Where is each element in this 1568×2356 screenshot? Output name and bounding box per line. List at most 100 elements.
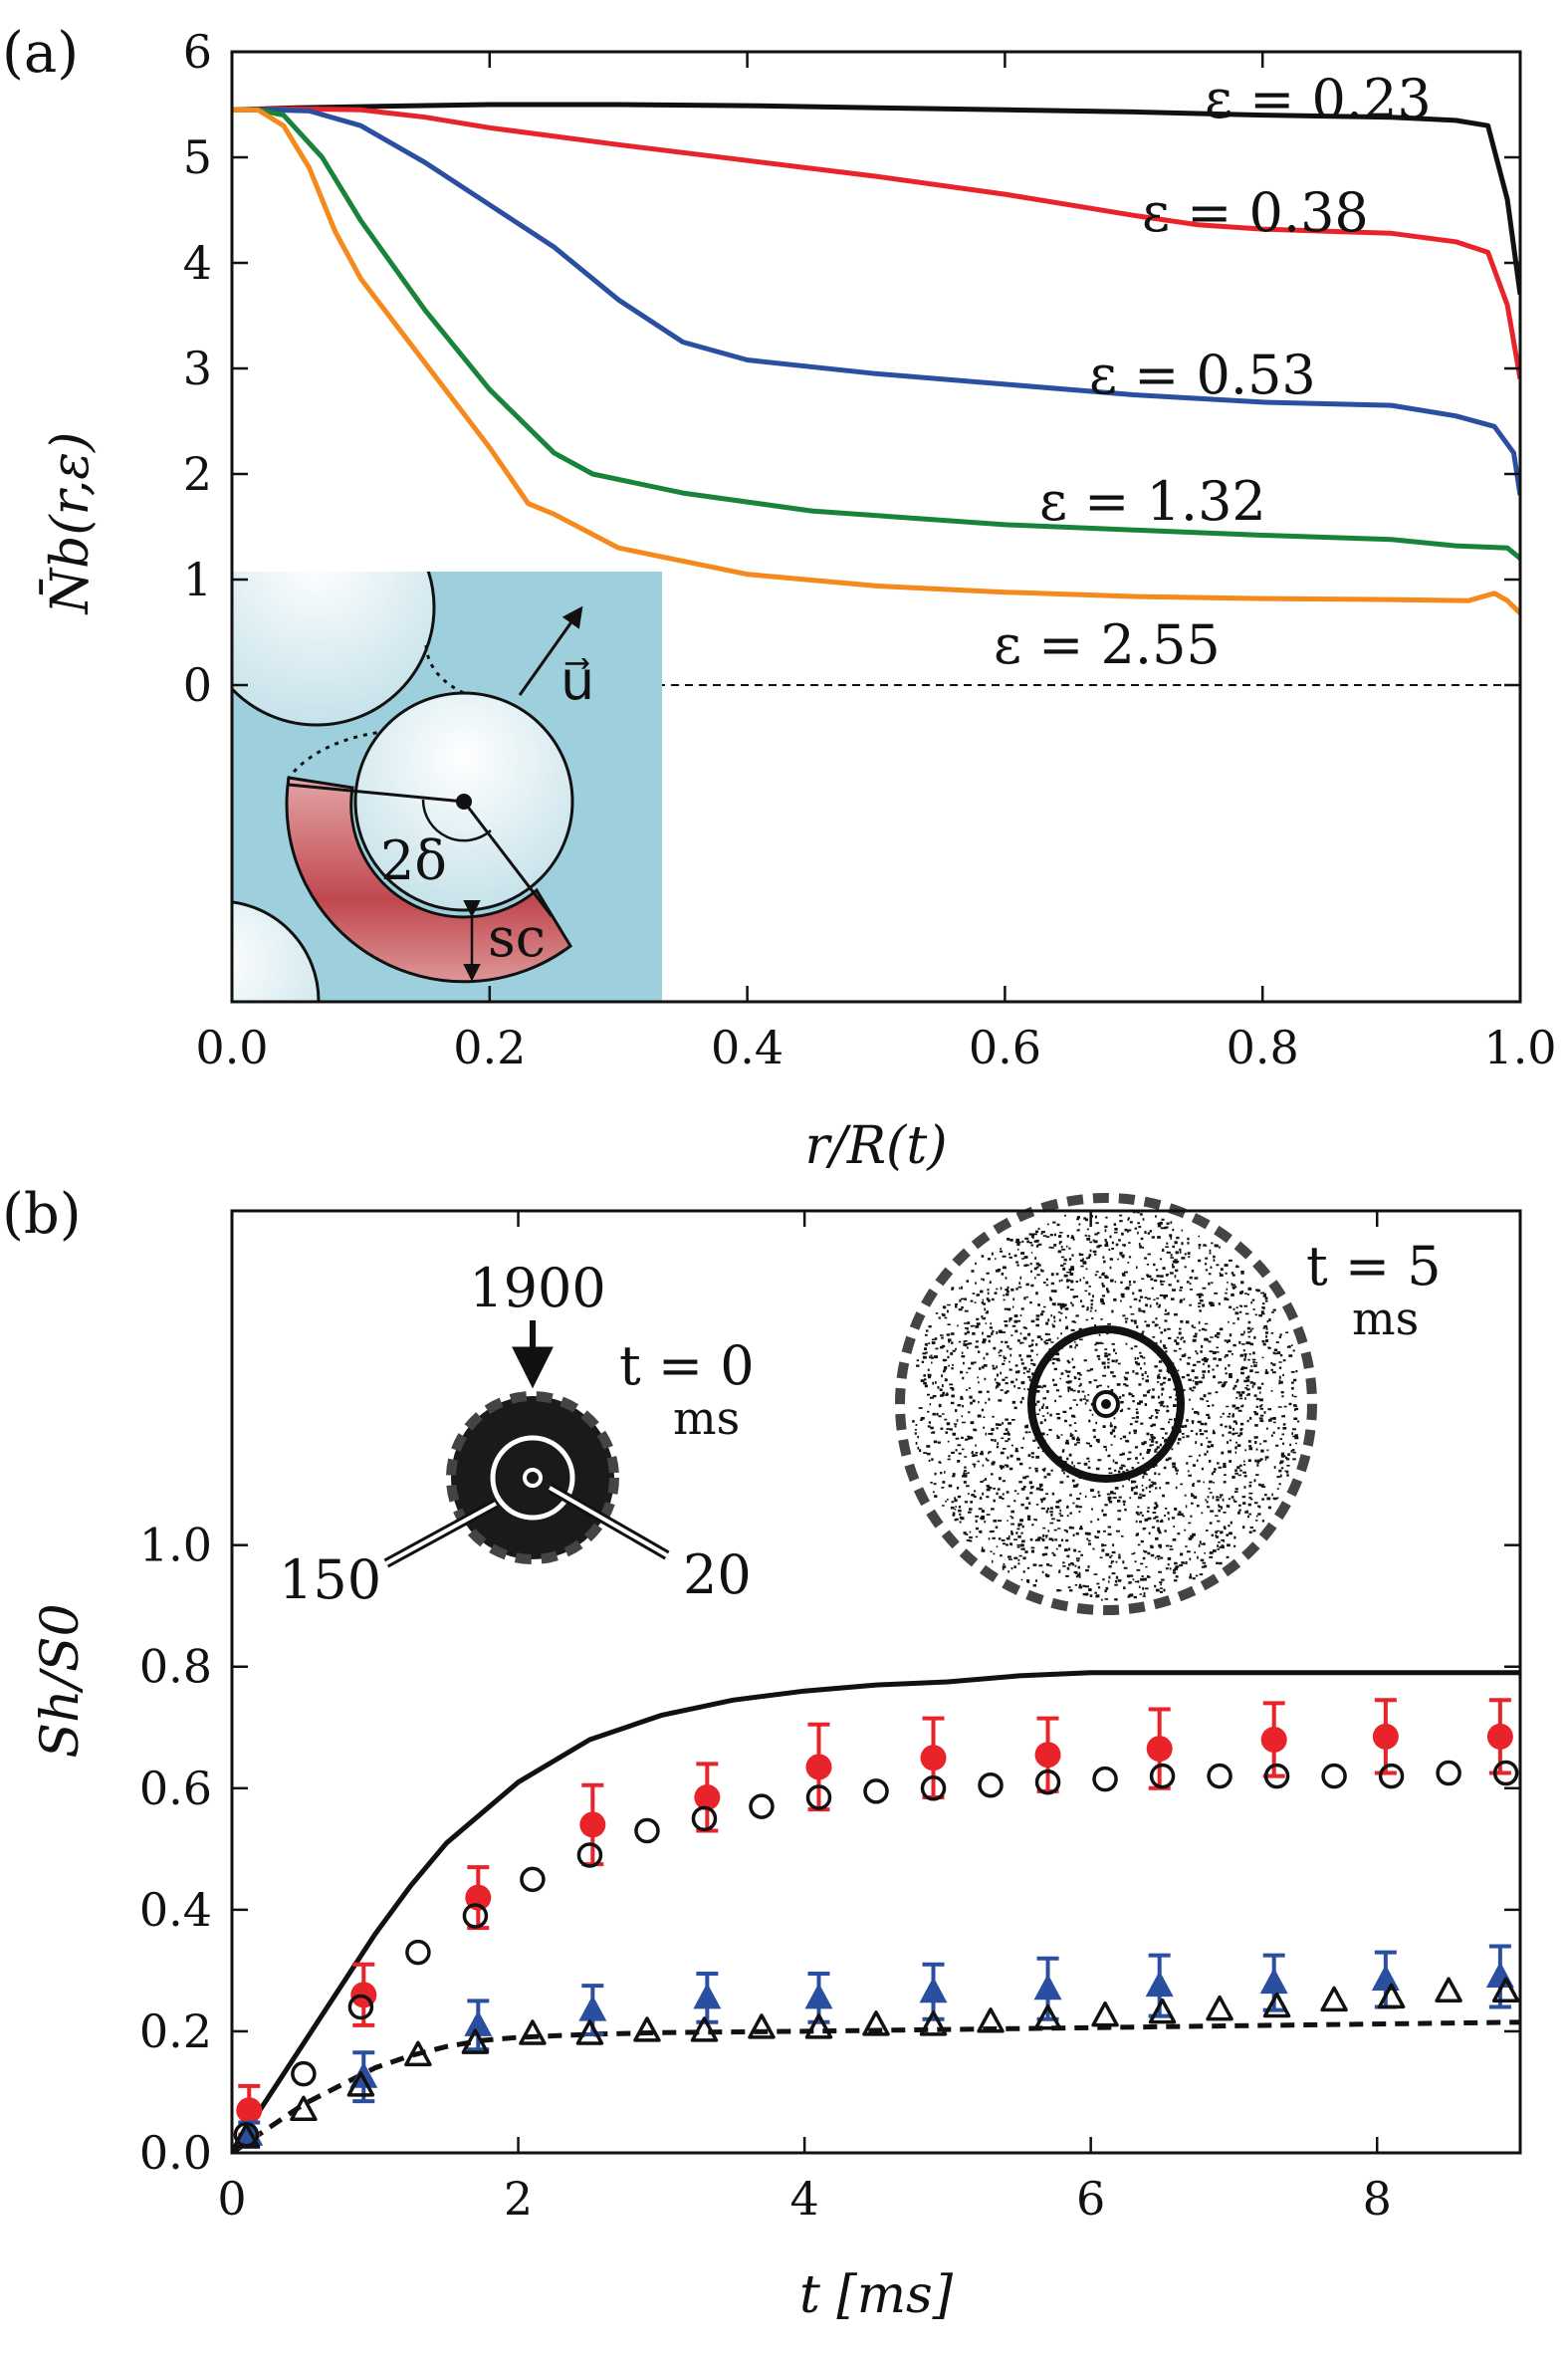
inset-t0-arrow-150	[383, 1499, 499, 1568]
point-open-circle	[576, 1842, 603, 1868]
y-tick-label: 0.2	[139, 2004, 212, 2058]
panel-a-series	[232, 102, 1520, 615]
point-open-triangle	[232, 2122, 261, 2149]
inset-velocity-arrow	[518, 605, 583, 696]
x-tick-label: 1.0	[1483, 1021, 1556, 1074]
point-blue-triangle	[804, 1983, 833, 2009]
point-open-triangle	[804, 2013, 833, 2039]
point-open-circle	[1034, 1768, 1061, 1795]
point-open-triangle	[1320, 1986, 1348, 2012]
x-tick-label: 2	[504, 2172, 533, 2226]
eps-label-0.53: ε = 0.53	[1089, 344, 1316, 406]
point-open-triangle	[575, 2019, 604, 2045]
point-open-triangle	[404, 2040, 432, 2067]
point-open-triangle	[862, 2010, 890, 2036]
x-tick-label: 0.2	[453, 1021, 526, 1074]
y-tick-label: 0.8	[139, 1640, 212, 1694]
point-blue-triangle	[464, 2009, 493, 2036]
point-red-circle	[1486, 1723, 1513, 1750]
point-blue-triangle	[1371, 1965, 1400, 1992]
point-red-circle	[920, 1745, 947, 1771]
inset-center-dot	[456, 794, 472, 810]
point-blue-triangle	[693, 1983, 722, 2009]
point-open-circle	[978, 1772, 1004, 1798]
series-line-green	[232, 107, 1520, 561]
x-tick-label: 4	[789, 2172, 818, 2226]
point-red-circle	[1372, 1723, 1399, 1750]
panel-a-xlabel: r/R(t)	[805, 1116, 948, 1176]
inset-t5-unit: ms	[1352, 1292, 1419, 1345]
series-line-blue	[232, 107, 1520, 496]
inset-t5-ring	[1027, 1325, 1185, 1483]
point-open-circle	[405, 1939, 431, 1966]
inset-radius-left	[288, 783, 465, 804]
point-blue-triangle	[1033, 1974, 1062, 2001]
inset-t0-inner-ring	[490, 1435, 575, 1521]
point-open-circle	[520, 1866, 546, 1893]
y-tick-label: 3	[183, 342, 212, 395]
point-open-circle	[1092, 1766, 1118, 1792]
x-tick-label: 0.4	[711, 1021, 784, 1074]
point-open-triangle	[290, 2095, 318, 2122]
panel-b-label: (b)	[2, 1182, 82, 1247]
point-blue-triangle	[919, 1977, 948, 2003]
panel-b-inset-t5: t = 5 ms	[895, 1193, 1442, 1615]
panel-a-label: (a)	[2, 21, 79, 86]
point-open-triangle	[1262, 1992, 1291, 2018]
panel-b-frame	[230, 1209, 1522, 2155]
inset-t0-label-1900: 1900	[469, 1257, 605, 1319]
inset-radius-right	[462, 801, 554, 917]
inset-2delta-label: 2δ	[380, 829, 447, 892]
point-blue-triangle	[1259, 1968, 1288, 1995]
point-open-triangle	[1091, 2001, 1119, 2027]
panel-b-ylabel: Sh/S0	[31, 1603, 91, 1758]
point-open-circle	[347, 1994, 374, 2020]
model-line-solid	[232, 1670, 1520, 2153]
point-blue-triangle	[1145, 1971, 1174, 1998]
series-line-red	[232, 106, 1520, 380]
y-tick-label: 1	[183, 553, 212, 606]
panel-a-inset: u⃗ 2δ sc	[232, 572, 662, 1002]
eps-label-0.38: ε = 0.38	[1142, 181, 1369, 244]
point-open-triangle	[977, 2007, 1005, 2033]
point-open-circle	[920, 1775, 947, 1801]
panel-b-series	[232, 1670, 1520, 2153]
inset-t0-core	[523, 1468, 543, 1488]
point-blue-triangle	[578, 1995, 607, 2021]
point-red-circle	[236, 2097, 263, 2124]
panel-b-xlabel: t [ms]	[799, 2265, 954, 2325]
panel-b-inset-t0: 1900 150 20 t = 0 ms	[279, 1257, 755, 1611]
panel-a-ticks: 0.0 0.2 0.4 0.6 0.8 1.0 0 1 2 3 4 5 6	[183, 25, 1557, 1074]
model-line-dashed	[232, 2019, 1520, 2153]
point-red-circle	[1260, 1726, 1287, 1753]
point-red-circle	[579, 1811, 606, 1838]
y-tick-label: 6	[183, 25, 212, 79]
point-open-circle	[1263, 1763, 1290, 1789]
point-open-circle	[863, 1778, 889, 1804]
inset-sc-label: sc	[488, 906, 546, 969]
point-red-circle	[1146, 1736, 1173, 1763]
inset-dotted-arc-top	[424, 644, 469, 697]
y-tick-label: 4	[183, 236, 212, 290]
point-open-circle	[1321, 1763, 1347, 1789]
point-open-triangle	[690, 2016, 719, 2042]
x-tick-label: 6	[1076, 2172, 1105, 2226]
point-open-triangle	[748, 2013, 776, 2039]
point-open-triangle	[519, 2019, 547, 2045]
point-open-circle	[749, 1793, 775, 1819]
point-open-circle	[691, 1805, 718, 1832]
point-open-triangle	[346, 2071, 375, 2097]
x-tick-label: 0.0	[195, 1021, 268, 1074]
series-line-black	[232, 102, 1520, 296]
x-tick-label: 0.6	[969, 1021, 1041, 1074]
x-tick-label: 8	[1363, 2172, 1392, 2226]
panel-a-frame	[230, 50, 1522, 1004]
y-tick-label: 1.0	[139, 1519, 212, 1572]
inset-angle-arc	[421, 799, 492, 842]
eps-label-2.55: ε = 2.55	[994, 613, 1221, 676]
inset-u-label: u⃗	[560, 649, 594, 712]
point-open-triangle	[1491, 1977, 1520, 2003]
point-open-circle	[1378, 1763, 1405, 1789]
point-open-circle	[805, 1784, 832, 1810]
eps-label-0.23: ε = 0.23	[1205, 68, 1432, 130]
